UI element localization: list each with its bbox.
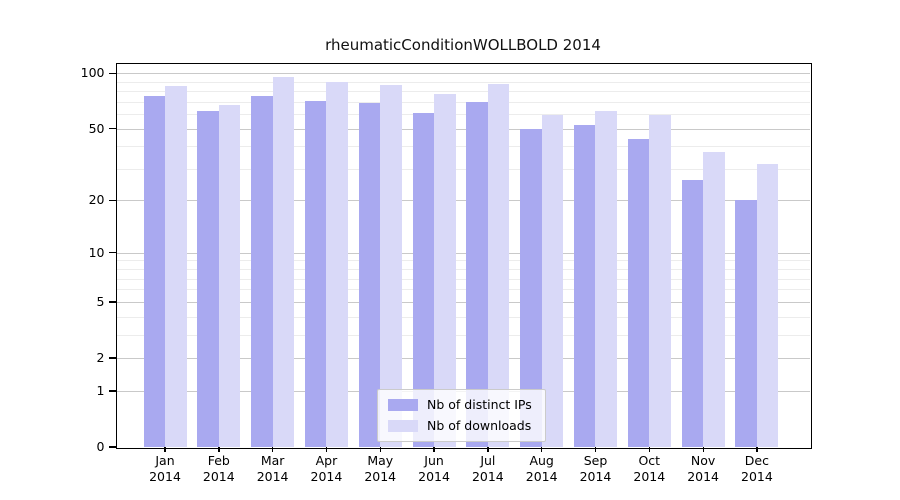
x-tick-dec-2014	[756, 447, 758, 452]
y-tick-label-20: 20	[88, 192, 105, 208]
gridline-minor-60	[115, 113, 810, 115]
bar-downloads-apr-2014	[326, 81, 348, 447]
y-tick-label-2: 2	[96, 350, 105, 365]
x-tick-may-2014	[379, 447, 381, 452]
legend-item-distinct-ips: Nb of distinct IPs	[388, 397, 537, 412]
x-tick-feb-2014	[218, 447, 220, 452]
x-tick-label-nov-2014: Nov 2014	[687, 453, 719, 484]
x-tick-mar-2014	[272, 447, 274, 452]
y-tick-5	[108, 301, 116, 303]
gridline-major-5	[115, 301, 810, 303]
x-tick-label-oct-2014: Oct 2014	[633, 453, 666, 484]
y-tick-20	[108, 199, 116, 202]
x-tick-label-apr-2014: Apr 2014	[310, 453, 343, 484]
legend-item-downloads: Nb of downloads	[388, 418, 537, 433]
x-tick-apr-2014	[325, 447, 328, 452]
gridline-minor-6	[115, 289, 810, 291]
gridline-major-10	[115, 252, 810, 254]
y-tick-50	[108, 127, 116, 130]
gridline-minor-70	[115, 101, 810, 103]
x-tick-label-may-2014: May 2014	[364, 453, 397, 484]
gridline-minor-4	[115, 316, 810, 318]
bar-downloads-jan-2014	[165, 86, 187, 447]
bar-downloads-nov-2014	[703, 152, 725, 447]
x-tick-nov-2014	[702, 447, 704, 452]
y-tick-label-5: 5	[96, 293, 105, 309]
y-tick-100	[108, 72, 116, 74]
x-tick-jun-2014	[433, 447, 435, 452]
bar-downloads-mar-2014	[272, 77, 295, 447]
bar-distinct-ips-aug-2014	[520, 128, 542, 447]
gridline-minor-8	[115, 269, 810, 270]
legend-label-downloads: Nb of downloads	[427, 418, 532, 433]
x-tick-label-jul-2014: Jul 2014	[471, 453, 504, 484]
x-tick-sep-2014	[594, 447, 597, 452]
bar-distinct-ips-jul-2014	[466, 101, 488, 447]
x-tick-label-sep-2014: Sep 2014	[579, 453, 612, 484]
x-tick-jul-2014	[487, 447, 489, 452]
bar-downloads-oct-2014	[649, 115, 671, 447]
bar-downloads-aug-2014	[541, 115, 564, 447]
x-tick-label-dec-2014: Dec 2014	[741, 453, 773, 484]
bar-distinct-ips-jun-2014	[412, 112, 435, 447]
gridline-major-2	[115, 358, 810, 359]
y-tick-10	[108, 252, 116, 254]
legend-swatch-downloads-icon	[388, 419, 418, 432]
gridline-minor-40	[115, 146, 810, 148]
x-tick-label-jun-2014: Jun 2014	[418, 453, 450, 484]
gridline-major-100	[115, 73, 810, 75]
gridline-minor-3	[115, 334, 810, 336]
x-tick-aug-2014	[541, 447, 543, 452]
bar-downloads-jun-2014	[434, 94, 456, 447]
legend: Nb of distinct IPs Nb of downloads	[377, 389, 546, 442]
x-tick-label-feb-2014: Feb 2014	[202, 453, 235, 484]
gridline-major-20	[115, 200, 810, 202]
bar-downloads-may-2014	[380, 85, 402, 447]
bar-distinct-ips-may-2014	[358, 102, 381, 447]
x-tick-label-mar-2014: Mar 2014	[256, 453, 289, 484]
x-tick-label-jan-2014: Jan 2014	[149, 453, 181, 484]
bar-distinct-ips-jan-2014	[143, 96, 165, 447]
y-tick-1	[108, 390, 116, 392]
x-tick-jan-2014	[164, 447, 166, 452]
gridline-major-50	[115, 128, 810, 130]
y-tick-label-0: 0	[96, 439, 105, 454]
bar-downloads-jul-2014	[487, 84, 510, 447]
x-tick-oct-2014	[648, 447, 650, 452]
gridline-minor-9	[115, 260, 810, 262]
bar-distinct-ips-sep-2014	[573, 125, 596, 447]
bar-distinct-ips-apr-2014	[304, 100, 327, 447]
legend-label-distinct-ips: Nb of distinct IPs	[427, 397, 532, 412]
bar-downloads-feb-2014	[218, 105, 241, 447]
y-tick-2	[108, 357, 116, 359]
x-tick-label-aug-2014: Aug 2014	[525, 453, 558, 484]
bar-distinct-ips-dec-2014	[735, 200, 757, 447]
gridline-minor-90	[115, 81, 810, 83]
bar-downloads-sep-2014	[595, 111, 617, 447]
gridline-minor-7	[115, 278, 810, 280]
bar-distinct-ips-mar-2014	[251, 96, 273, 447]
y-tick-label-50: 50	[88, 120, 105, 136]
y-tick-label-10: 10	[88, 244, 105, 260]
legend-swatch-distinct-ips-icon	[388, 398, 418, 411]
gridline-minor-30	[115, 168, 810, 170]
y-tick-0	[108, 446, 116, 448]
bar-downloads-dec-2014	[756, 163, 779, 447]
y-tick-label-100: 100	[80, 65, 105, 81]
chart-title: rheumaticConditionWOLLBOLD 2014	[325, 36, 601, 54]
gridline-minor-80	[115, 91, 810, 93]
y-tick-label-1: 1	[96, 382, 105, 398]
bar-distinct-ips-nov-2014	[681, 180, 704, 447]
bar-distinct-ips-oct-2014	[627, 138, 650, 447]
bar-distinct-ips-feb-2014	[197, 111, 219, 447]
